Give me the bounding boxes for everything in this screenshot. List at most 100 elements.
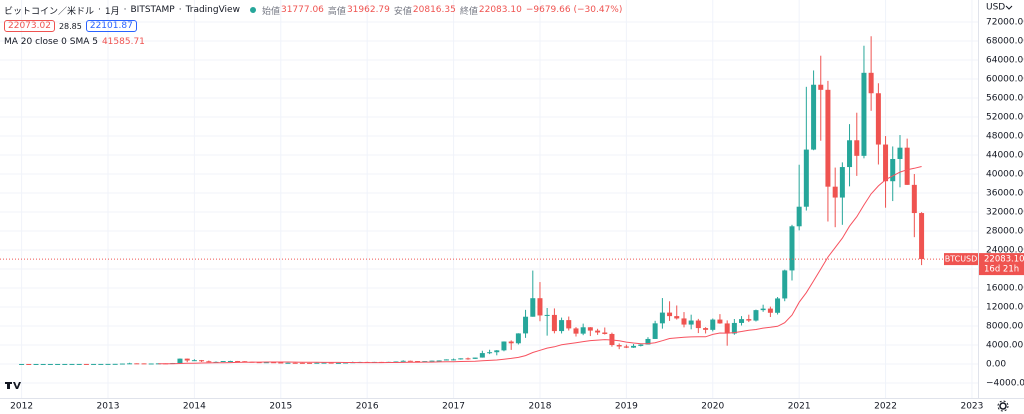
symbol-tag-bg (944, 253, 978, 266)
candle-body (429, 360, 435, 362)
x-tick-label: 2023 (960, 402, 983, 412)
candle-body (494, 350, 500, 353)
candle-body (659, 312, 665, 324)
y-tick-label: 52000.00 (986, 112, 1024, 122)
candle-body (451, 359, 457, 361)
y-tick-label: 36000.00 (986, 188, 1024, 198)
candle-body (811, 84, 817, 150)
candle-body (47, 363, 53, 365)
market-status (249, 7, 256, 13)
candle-body (127, 363, 133, 365)
candle-body (76, 363, 82, 365)
candle-body (595, 330, 601, 333)
countdown: 16d 21h (984, 265, 1019, 275)
candle-body (638, 344, 644, 346)
x-tick-label: 2013 (97, 402, 120, 412)
candle-body (33, 363, 39, 365)
candle-body (782, 270, 788, 299)
candle-body (767, 308, 773, 313)
candle-body (148, 363, 154, 365)
candle-body (443, 359, 449, 361)
y-tick-label: 16000.00 (986, 283, 1024, 293)
indicator-name: MA 20 close 0 SMA 5 (4, 37, 98, 47)
candle-body (184, 358, 190, 361)
y-tick-label: 72000.00 (986, 17, 1024, 27)
candle-body (292, 362, 298, 364)
candle-body (587, 327, 593, 331)
candle-body (465, 358, 471, 360)
candle-body (285, 362, 291, 364)
candle-body (551, 314, 557, 332)
candle-body (695, 320, 701, 329)
ohlc-label: 始値 (261, 6, 280, 17)
y-tick-label: 60000.00 (986, 74, 1024, 84)
candle-body (141, 363, 147, 365)
candle-body (530, 298, 536, 317)
candle-body (724, 323, 730, 334)
interval: 1月 (104, 6, 120, 17)
candle-body (868, 72, 874, 94)
spread: 28.85 (58, 21, 82, 31)
ask-button[interactable]: 22101.87 (85, 20, 137, 32)
bid-button[interactable]: 22073.02 (4, 20, 55, 32)
legend: ビットコイン／米ドル · 1月 · BITSTAMP · TradingView 始値… (4, 2, 626, 50)
candle-body (753, 310, 759, 321)
candle-body (883, 144, 889, 182)
candle-body (55, 363, 61, 365)
y-tick-label: 48000.00 (986, 131, 1024, 141)
x-tick-label: 2015 (269, 402, 292, 412)
candle-body (220, 361, 226, 363)
candle-body (508, 341, 514, 344)
candle-body (112, 363, 118, 365)
candle-body (875, 93, 881, 145)
y-tick-label: 8000.00 (986, 321, 1023, 331)
settings-button[interactable] (997, 400, 1009, 412)
candle-body (861, 72, 867, 156)
candle-body (343, 362, 349, 364)
candle-body (191, 360, 197, 362)
candle-body (98, 363, 104, 365)
ohlc-value: 31962.79 (346, 5, 390, 15)
candle-body (775, 298, 781, 313)
x-tick-label: 2016 (356, 402, 379, 412)
x-tick-label: 2018 (529, 402, 552, 412)
y-tick-label: 24000.00 (986, 245, 1024, 255)
candle-body (256, 362, 262, 364)
candle-body (271, 362, 277, 364)
candle-body (235, 360, 241, 362)
candle-body (631, 345, 637, 348)
candle-body (206, 361, 212, 363)
candle-body (544, 314, 550, 316)
candle-body (559, 320, 565, 332)
candle-body (832, 186, 838, 198)
price-tag: 22083.10 (984, 255, 1024, 265)
candle-body (407, 360, 413, 362)
tradingview-logo (5, 382, 21, 389)
candle-body (479, 353, 485, 358)
candle-body (472, 357, 478, 359)
candle-body (919, 213, 925, 260)
candle-body (415, 361, 421, 363)
ma-line (158, 166, 922, 365)
candle-body (119, 363, 125, 365)
x-tick-label: 2021 (788, 402, 811, 412)
candle-body (616, 345, 622, 347)
candle-body (458, 358, 464, 360)
candle-body (667, 312, 673, 317)
candle-body (40, 363, 46, 365)
candle-body (818, 84, 824, 90)
candle-body (91, 363, 97, 365)
candle-body (803, 149, 809, 207)
y-tick-label: 28000.00 (986, 226, 1024, 236)
candle-body (602, 332, 608, 334)
ohlc-label: 安値 (393, 6, 412, 17)
price-tag-bg (979, 253, 1024, 276)
quote-row: 22073.02 28.85 22101.87 (4, 18, 626, 34)
y-tick-label: 40000.00 (986, 169, 1024, 179)
candle-body (839, 167, 845, 198)
x-tick-label: 2012 (10, 402, 33, 412)
candle-body (393, 361, 399, 363)
candle-body (501, 341, 507, 351)
currency-dropdown[interactable] (1005, 5, 1013, 10)
